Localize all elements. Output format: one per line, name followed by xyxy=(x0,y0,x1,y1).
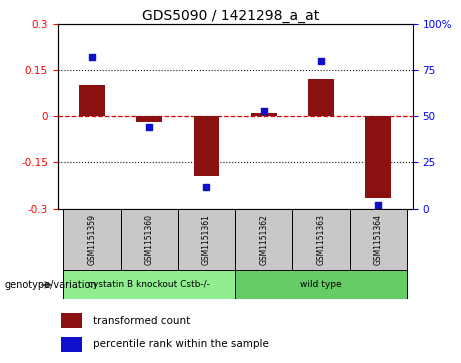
Bar xyxy=(194,116,219,176)
Point xyxy=(260,108,267,114)
Bar xyxy=(178,209,235,270)
Text: GSM1151364: GSM1151364 xyxy=(374,214,383,265)
Bar xyxy=(235,209,292,270)
Point xyxy=(317,58,325,64)
Point xyxy=(203,184,210,189)
Text: GDS5090 / 1421298_a_at: GDS5090 / 1421298_a_at xyxy=(142,9,319,23)
Point xyxy=(374,202,382,208)
Bar xyxy=(235,270,407,299)
Text: cystatin B knockout Cstb-/-: cystatin B knockout Cstb-/- xyxy=(89,281,210,289)
Bar xyxy=(63,270,235,299)
Bar xyxy=(349,209,407,270)
Text: percentile rank within the sample: percentile rank within the sample xyxy=(93,339,269,350)
Bar xyxy=(136,116,162,122)
Bar xyxy=(63,209,121,270)
Point xyxy=(146,125,153,130)
Text: GSM1151361: GSM1151361 xyxy=(202,214,211,265)
Bar xyxy=(251,113,277,116)
Text: GSM1151360: GSM1151360 xyxy=(145,214,154,265)
Bar xyxy=(366,116,391,198)
Bar xyxy=(79,85,105,116)
Point xyxy=(89,54,96,60)
Text: GSM1151359: GSM1151359 xyxy=(88,214,96,265)
Text: transformed count: transformed count xyxy=(93,316,190,326)
Text: wild type: wild type xyxy=(300,281,342,289)
Text: genotype/variation: genotype/variation xyxy=(5,280,97,290)
Bar xyxy=(61,337,83,352)
Bar xyxy=(61,313,83,329)
Text: GSM1151362: GSM1151362 xyxy=(259,214,268,265)
Bar xyxy=(292,209,349,270)
Bar xyxy=(121,209,178,270)
Bar xyxy=(308,79,334,116)
Text: GSM1151363: GSM1151363 xyxy=(317,214,325,265)
